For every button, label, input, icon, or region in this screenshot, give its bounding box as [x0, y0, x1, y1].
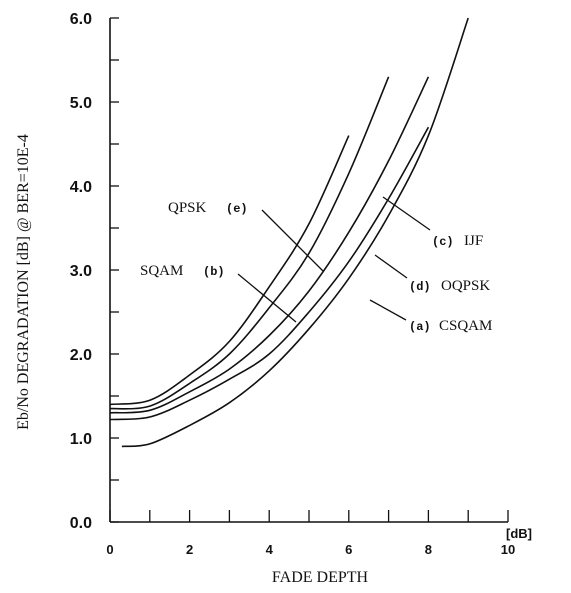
series-line-qpsk [109, 76, 390, 410]
x-axis-title: FADE DEPTH [272, 569, 369, 586]
series-labels: QPSK (e) SQAM (b) IJF (c) OQPSK (d) CSQAM (a) [140, 196, 492, 334]
y-axis-title: Eb/No DEGRADATION [dB] @ BER=10E-4 [15, 134, 32, 430]
x-tick-label: 0 [106, 542, 113, 557]
curves [109, 17, 469, 448]
y-tick-label: 0.0 [70, 515, 92, 532]
series-tag-qpsk: (e) [226, 202, 248, 216]
series-line-ijf [109, 76, 430, 414]
leader-line-qpsk [261, 209, 324, 272]
series-label-sqam: SQAM [140, 263, 183, 279]
series-label-qpsk: QPSK [168, 200, 207, 216]
x-axis-unit: [dB] [506, 526, 532, 541]
y-tick-label: 5.0 [70, 95, 92, 112]
series-tag-sqam: (b) [203, 265, 225, 279]
series-line-oqpsk [109, 126, 430, 421]
series-line-sqam [109, 135, 350, 406]
series-label-csqam: CSQAM [439, 318, 492, 334]
series-label-oqpsk: OQPSK [441, 278, 490, 294]
leader-line-oqpsk [374, 254, 408, 279]
series-line-csqam [121, 17, 469, 448]
leader-line-csqam [369, 299, 407, 321]
x-tick-label: 4 [266, 542, 274, 557]
leader-line-sqam [237, 273, 297, 323]
series-label-ijf: IJF [464, 233, 483, 249]
leader-line-ijf [382, 196, 431, 231]
series-tag-oqpsk: (d) [409, 280, 431, 294]
x-tick-label: 10 [501, 542, 515, 557]
ticks: 0 2 4 6 8 10 0.0 1.0 2.0 3.0 4.0 5.0 6.0 [70, 11, 515, 557]
series-tag-csqam: (a) [409, 320, 431, 334]
x-tick-label: 6 [345, 542, 352, 557]
y-tick-label: 3.0 [70, 263, 92, 280]
y-tick-label: 6.0 [70, 11, 92, 28]
y-tick-label: 2.0 [70, 347, 92, 364]
x-tick-label: 8 [425, 542, 432, 557]
y-tick-label: 1.0 [70, 431, 92, 448]
series-tag-ijf: (c) [432, 235, 454, 249]
y-tick-label: 4.0 [70, 179, 92, 196]
x-tick-label: 2 [186, 542, 193, 557]
